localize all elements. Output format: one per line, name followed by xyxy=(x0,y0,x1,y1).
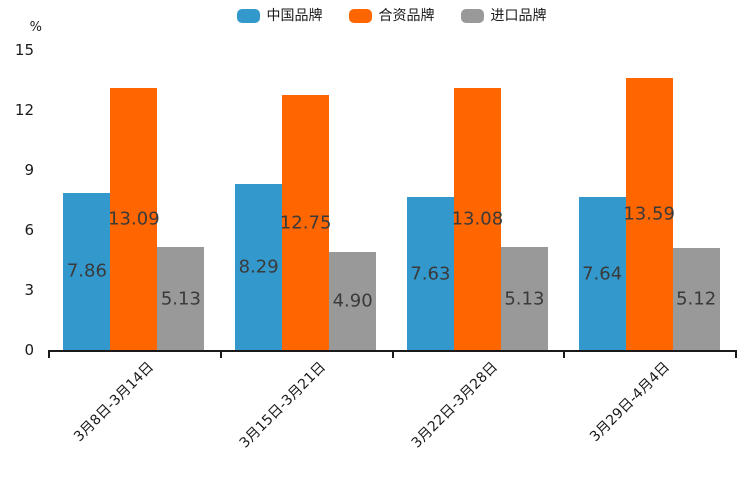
y-axis-tick-label: 3 xyxy=(24,281,34,299)
x-axis-category-label: 3月29日-4月4日 xyxy=(586,359,673,446)
y-axis-tick-label: 12 xyxy=(14,101,34,119)
y-axis-tick-label: 0 xyxy=(24,341,34,359)
y-axis-tick-label: 6 xyxy=(24,221,34,239)
bar xyxy=(453,88,501,350)
x-axis-tick xyxy=(48,352,50,358)
y-axis-tick-label: 15 xyxy=(14,41,34,59)
legend-item-2: 进口品牌 xyxy=(460,8,547,24)
bar-value-label: 4.90 xyxy=(332,290,373,312)
bar xyxy=(406,197,454,350)
bar xyxy=(578,197,626,350)
bar-value-label: 13.08 xyxy=(451,208,504,230)
bar-value-label: 7.64 xyxy=(582,263,623,285)
x-axis-category-label: 3月22日-3月28日 xyxy=(408,359,501,452)
legend-label: 合资品牌 xyxy=(378,8,435,24)
x-axis-line xyxy=(48,350,737,352)
bar xyxy=(282,95,330,350)
bar-value-label: 7.86 xyxy=(66,260,107,282)
y-axis-tick-label: 9 xyxy=(24,161,34,179)
bar xyxy=(157,247,205,350)
bar xyxy=(625,78,673,350)
legend-label: 中国品牌 xyxy=(266,8,323,24)
bar-value-label: 12.75 xyxy=(279,212,332,233)
legend-label: 进口品牌 xyxy=(490,8,547,24)
legend-swatch-icon xyxy=(348,9,372,23)
bar xyxy=(63,192,111,350)
bar xyxy=(672,247,720,350)
legend-item-1: 合资品牌 xyxy=(348,8,435,24)
legend-item-0: 中国品牌 xyxy=(236,8,323,24)
x-axis-tick xyxy=(391,352,394,358)
y-axis-unit-label: % xyxy=(29,20,42,35)
x-axis-category-label: 3月15日-3月21日 xyxy=(236,359,330,452)
bar xyxy=(110,88,158,350)
bar-value-label: 5.12 xyxy=(676,288,717,310)
bar xyxy=(329,252,377,350)
chart-legend: 中国品牌 合资品牌 进口品牌 xyxy=(48,8,735,24)
x-axis-category-label: 3月8日-3月14日 xyxy=(71,359,158,446)
x-axis-tick xyxy=(563,352,566,358)
bar-value-label: 5.13 xyxy=(160,288,201,310)
bar-value-label: 5.13 xyxy=(504,288,545,310)
legend-swatch-icon xyxy=(236,9,260,23)
bar-value-label: 13.09 xyxy=(108,208,160,230)
x-axis-tick xyxy=(735,352,737,358)
bar xyxy=(235,184,283,350)
legend-swatch-icon xyxy=(460,9,484,23)
bar-value-label: 13.59 xyxy=(623,203,675,225)
x-axis-tick xyxy=(219,352,222,358)
bar-value-label: 8.29 xyxy=(238,256,279,278)
bar xyxy=(500,247,548,350)
bar-value-label: 7.63 xyxy=(410,263,451,285)
